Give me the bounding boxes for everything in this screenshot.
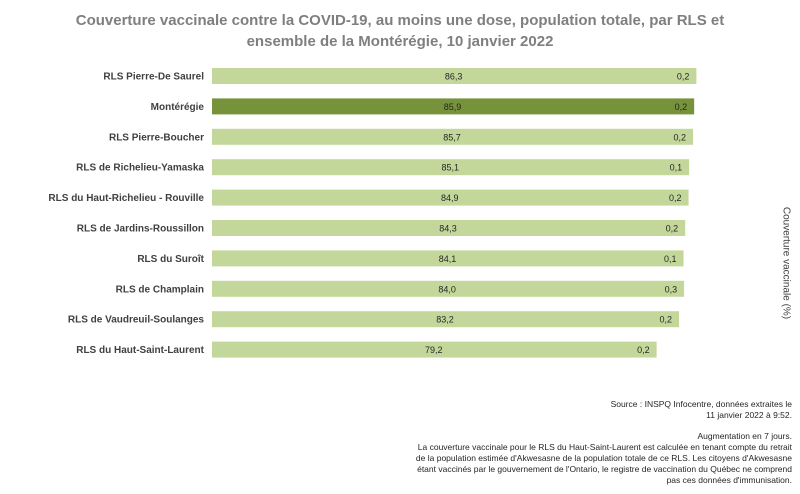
category-label: RLS de Champlain [116,284,204,295]
footnote: Augmentation en 7 jours. La couverture v… [352,431,792,486]
bar [212,128,694,145]
category-label: RLS de Vaudreuil-Soulanges [68,315,205,326]
category-label: RLS du Suroît [137,254,204,265]
category-label: Montérégie [151,102,205,113]
data-label: 85,1 [442,163,460,173]
footnote-line-1: Augmentation en 7 jours. [697,431,792,441]
data-label: 79,2 [425,345,443,355]
category-label: RLS du Haut-Richelieu - Rouville [48,193,204,204]
data-label: 84,3 [439,224,457,234]
increase-label: 0,1 [670,163,683,173]
category-label: RLS Pierre-De Saurel [103,72,204,83]
bar [212,250,684,267]
category-label: RLS Pierre-Boucher [109,132,204,143]
footnote-line-2: La couverture vaccinale pour le RLS du H… [417,442,792,452]
bar [212,280,685,297]
chart-title: Couverture vaccinale contre la COVID-19,… [0,10,800,52]
increase-label: 0,1 [664,254,677,264]
bar [212,341,657,358]
footnote-line-3: de la population estimée d'Akwesasne de … [415,453,792,463]
bar [212,189,689,206]
chart-title-line-1: Couverture vaccinale contre la COVID-19,… [75,12,725,29]
increase-label: 0,2 [677,72,690,82]
increase-label: 0,2 [675,102,688,112]
increase-label: 0,3 [665,284,678,294]
source-line-1: Source : INSPQ Infocentre, données extra… [610,399,792,409]
y-axis-label-text: Couverture vaccinale (%) [780,206,792,320]
data-label: 84,0 [438,284,456,294]
category-label: RLS de Jardins-Roussillon [77,224,204,235]
bar [212,98,695,115]
chart-title-line-2: ensemble de la Montérégie, 10 janvier 20… [246,33,554,50]
data-label: 84,9 [441,193,459,203]
source-note: Source : INSPQ Infocentre, données extra… [352,399,792,421]
bar [212,311,680,328]
data-label: 85,7 [443,132,461,142]
bar [212,159,690,176]
footnote-line-5: pas ces données d'immunisation. [666,475,792,485]
source-line-2: 11 janvier 2022 à 9:52. [706,410,792,420]
data-label: 83,2 [436,315,454,325]
data-label: 86,3 [445,72,463,82]
y-axis-label: Couverture vaccinale (%) [778,206,794,320]
data-label: 85,9 [444,102,462,112]
data-label: 84,1 [439,254,457,264]
increase-label: 0,2 [674,132,687,142]
footnote-line-4: étant vaccinés par le gouvernement de l'… [417,464,792,474]
category-label: RLS de Richelieu-Yamaska [76,163,204,174]
increase-label: 0,2 [666,224,679,234]
increase-label: 0,2 [669,193,682,203]
category-label: RLS du Haut-Saint-Laurent [76,345,204,356]
increase-label: 0,2 [637,345,650,355]
bar [212,220,686,236]
increase-label: 0,2 [660,315,673,325]
bar [212,68,697,84]
